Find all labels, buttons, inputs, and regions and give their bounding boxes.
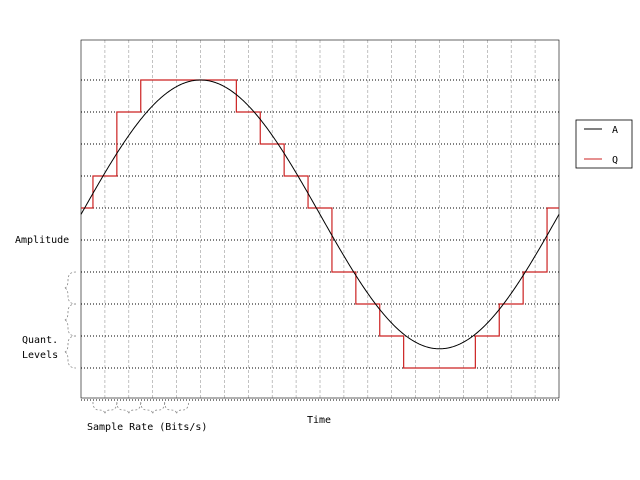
quant-levels-label-line2: Levels — [22, 350, 58, 361]
quant-levels-braces — [63, 271, 77, 369]
x-axis-label: Time — [307, 415, 331, 426]
sample-rate-label: Sample Rate (Bits/s) — [87, 422, 207, 433]
plot-frame — [80, 39, 560, 399]
sample-rate-brace — [164, 401, 189, 415]
series-q-step-line — [81, 79, 559, 369]
sample-rate-brace — [116, 401, 142, 415]
legend-label-q: Q — [612, 155, 618, 166]
series-a-sine-line — [80, 79, 560, 350]
quant-level-brace — [63, 335, 77, 369]
y-axis-label: Amplitude — [15, 235, 69, 246]
legend: A Q — [575, 119, 633, 169]
quant-level-brace — [63, 303, 77, 337]
quant-levels-label-line1: Quant. — [22, 335, 58, 346]
sample-rate-brace — [140, 401, 166, 415]
legend-box — [575, 119, 633, 169]
vertical-gridlines — [104, 40, 536, 398]
sample-rate-brace — [92, 401, 118, 415]
quant-level-brace — [63, 271, 77, 305]
sample-rate-braces — [92, 401, 189, 415]
legend-label-a: A — [612, 125, 618, 136]
